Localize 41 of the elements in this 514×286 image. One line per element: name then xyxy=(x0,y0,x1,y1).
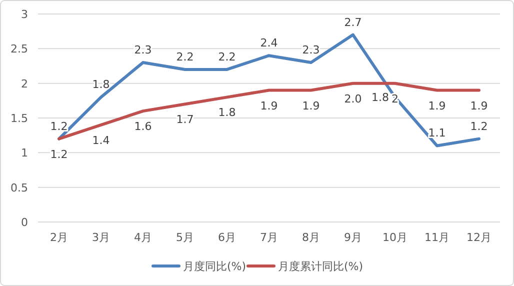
x-tick-label: 12月 xyxy=(466,231,492,244)
data-label: 2.3 xyxy=(302,44,320,57)
x-tick-label: 10月 xyxy=(382,231,408,244)
x-tick-label: 8月 xyxy=(302,231,320,244)
data-label: 2.2 xyxy=(218,50,236,64)
x-tick-label: 2月 xyxy=(50,231,68,244)
x-tick-label: 11月 xyxy=(424,231,450,244)
data-label: 1.8 xyxy=(218,106,236,120)
x-tick-label: 5月 xyxy=(176,231,194,244)
x-tick-label: 9月 xyxy=(344,231,362,244)
data-label: 1.2 xyxy=(50,148,68,161)
data-label: 1.2 xyxy=(470,120,488,133)
data-label: 1.9 xyxy=(470,99,488,112)
x-tick-label: 4月 xyxy=(134,231,152,244)
data-label: 2.7 xyxy=(344,16,362,29)
data-label: 1.9 xyxy=(428,99,446,112)
y-tick-label: 2 xyxy=(21,77,28,90)
y-tick-label: 2.5 xyxy=(10,42,28,56)
y-tick-label: 3 xyxy=(21,8,28,21)
data-label: 1.1 xyxy=(428,126,446,140)
x-tick-label: 3月 xyxy=(92,231,110,244)
y-tick-label: 1.5 xyxy=(10,112,28,125)
data-label: 1.9 xyxy=(302,99,320,112)
data-label: 1.8 xyxy=(92,78,110,92)
x-tick-label: 7月 xyxy=(260,231,278,244)
data-label: 1.6 xyxy=(134,120,152,134)
x-tick-label: 6月 xyxy=(218,231,236,244)
y-tick-label: 0.5 xyxy=(10,181,28,194)
data-label: 2.4 xyxy=(260,36,278,50)
legend-label: 月度累计同比(%) xyxy=(278,260,364,273)
data-label: 1.7 xyxy=(176,113,194,126)
legend-label: 月度同比(%) xyxy=(183,260,246,273)
data-label: 1.4 xyxy=(92,134,110,147)
data-label: 2.3 xyxy=(134,44,152,57)
data-label: 1.9 xyxy=(260,99,278,112)
y-tick-label: 0 xyxy=(21,216,28,229)
data-label: 2.0 xyxy=(344,92,362,106)
data-label: 1.2 xyxy=(50,120,68,133)
data-label: 2.2 xyxy=(176,50,194,64)
data-label: 1.8 xyxy=(372,91,389,104)
y-tick-label: 1 xyxy=(21,146,28,160)
